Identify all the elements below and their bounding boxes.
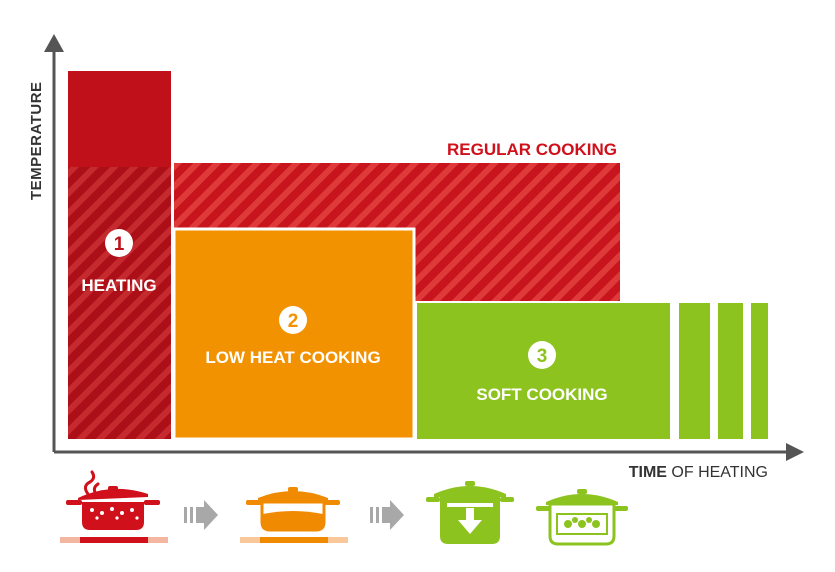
phase-3-label: SOFT COOKING bbox=[476, 385, 607, 404]
y-axis bbox=[44, 34, 64, 452]
boiling-pot-icon bbox=[60, 470, 168, 543]
phase-1-badge bbox=[105, 229, 133, 257]
x-axis-label-bold: TIME bbox=[629, 464, 668, 481]
next-step-arrow-icon bbox=[370, 500, 404, 530]
phase-2-number: 2 bbox=[288, 311, 299, 332]
x-axis-label: TIME OF HEATING bbox=[629, 464, 768, 481]
pressure-down-pot-icon bbox=[426, 481, 514, 544]
x-axis bbox=[54, 443, 804, 461]
phase-1-number: 1 bbox=[114, 234, 125, 255]
phase-3-badge bbox=[528, 341, 556, 369]
steaming-pot-icon bbox=[536, 489, 628, 546]
phase-2-label: LOW HEAT COOKING bbox=[205, 348, 380, 367]
simmering-pot-icon bbox=[240, 487, 348, 543]
phase-2-badge bbox=[279, 306, 307, 334]
regular-cooking-label: REGULAR COOKING bbox=[447, 140, 617, 159]
phase-heating-bar bbox=[68, 71, 171, 439]
y-axis-label: TEMPERATURE bbox=[28, 81, 45, 200]
phase-3-number: 3 bbox=[537, 346, 548, 367]
phase-low-heat-bar bbox=[172, 227, 416, 441]
x-axis-label-rest: OF HEATING bbox=[667, 464, 768, 481]
phase-soft-cooking-bar bbox=[417, 303, 768, 439]
phase-1-label: HEATING bbox=[81, 276, 156, 295]
next-step-arrow-icon bbox=[184, 500, 218, 530]
